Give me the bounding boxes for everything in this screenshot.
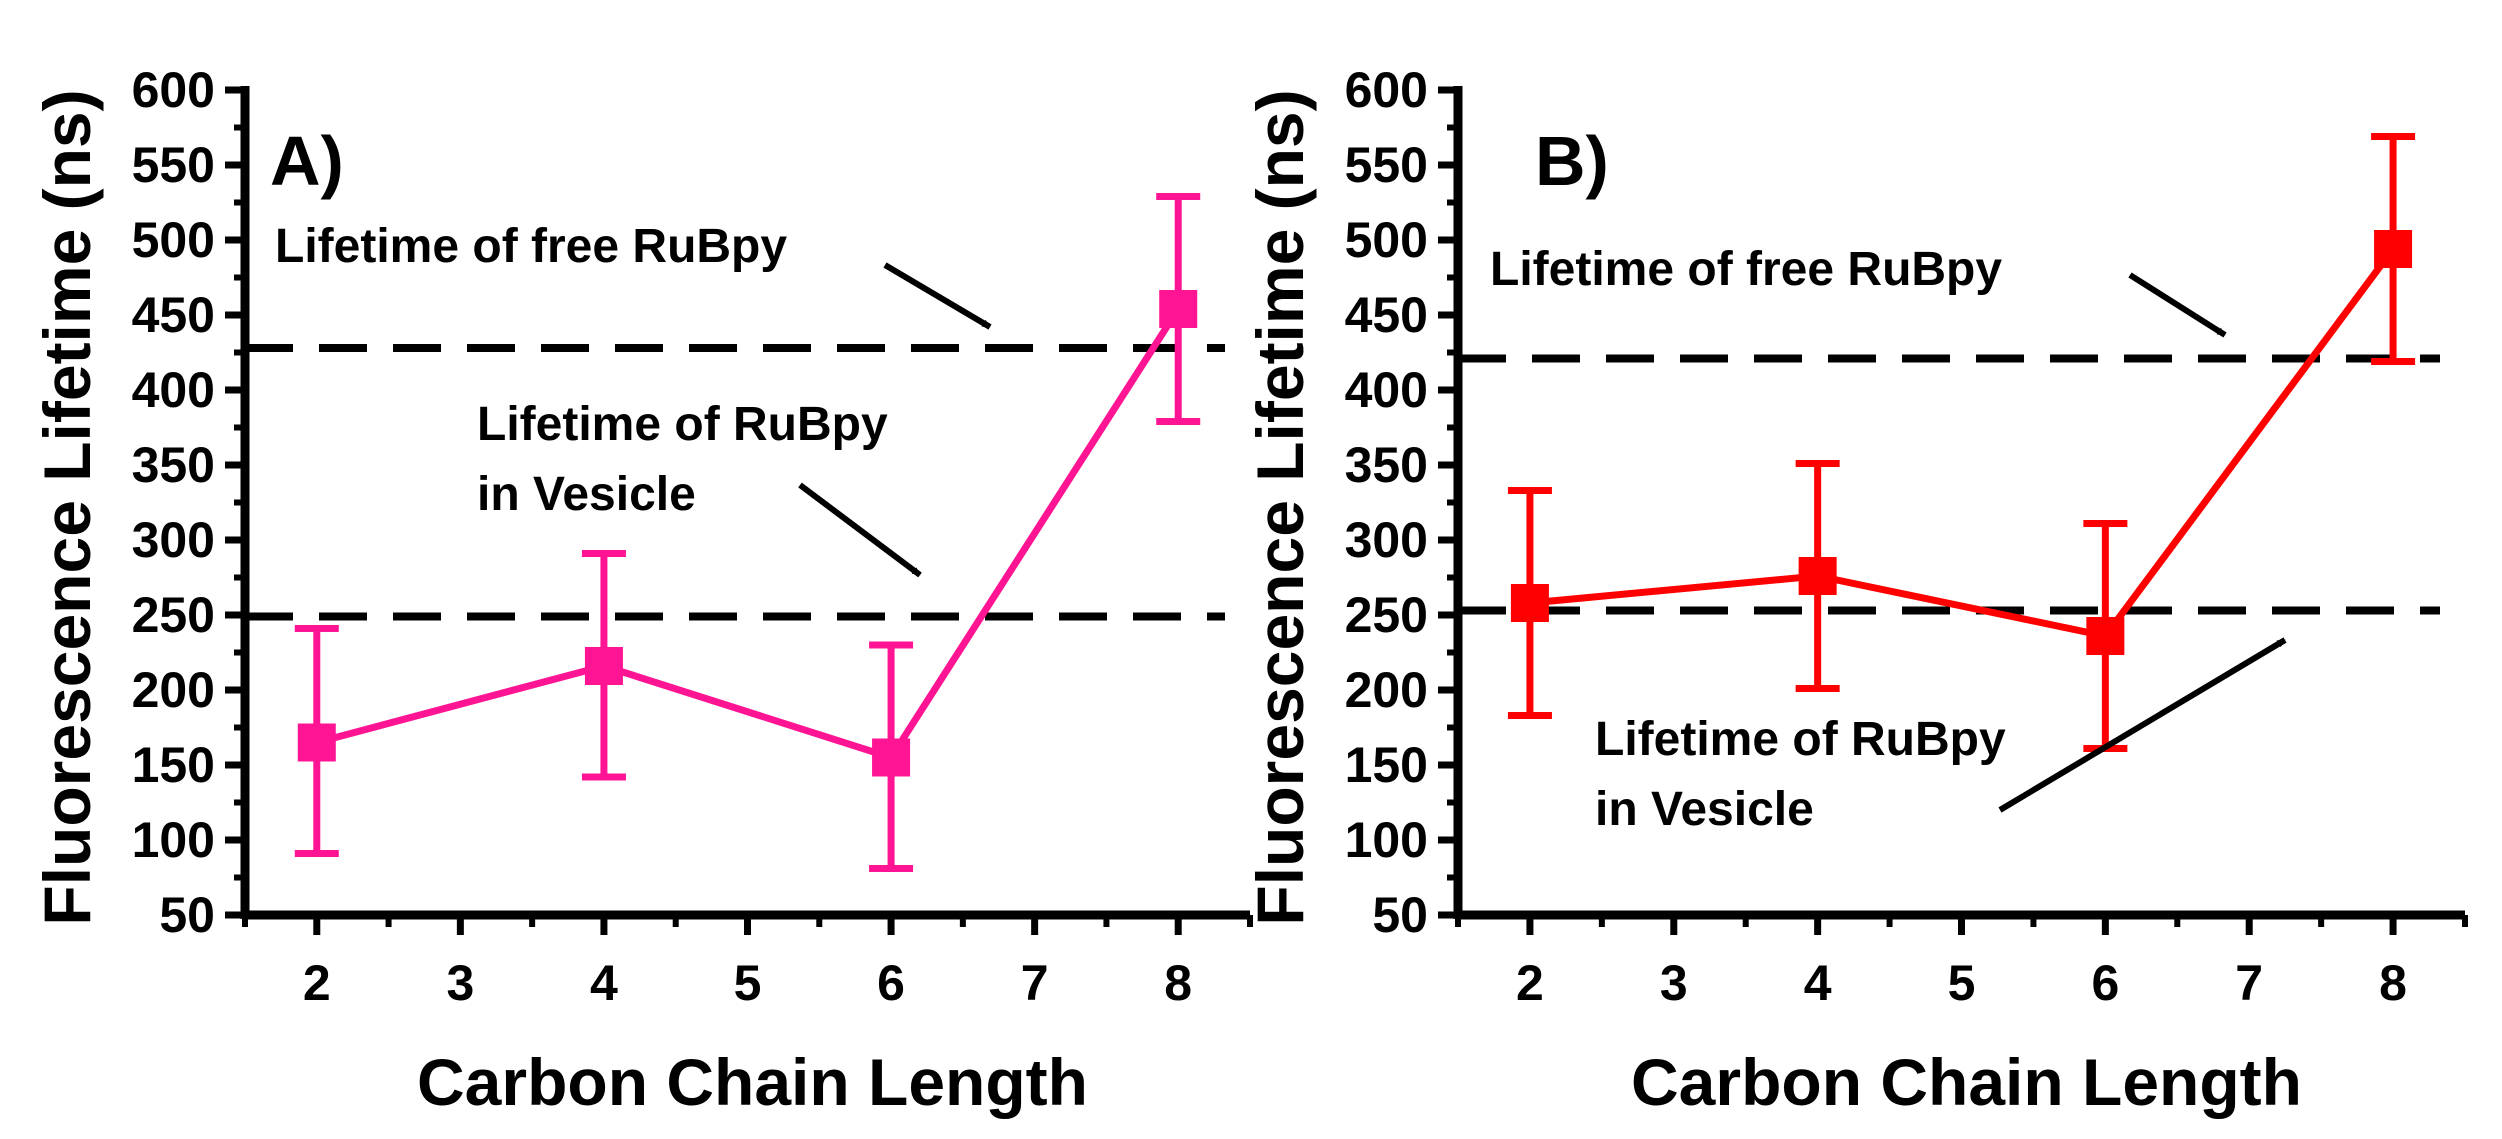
y-tick-label: 150: [132, 737, 215, 793]
data-point: [872, 738, 911, 777]
y-tick-label: 200: [1345, 662, 1428, 718]
x-tick-label: 3: [446, 955, 474, 1011]
annotation-text: Lifetime of free RuBpy: [275, 220, 787, 273]
annotation-text: Lifetime of free RuBpy: [1490, 243, 2002, 296]
annotation-text: Lifetime of RuBpy in Vesicle: [477, 398, 888, 521]
y-tick-label: 50: [159, 887, 215, 943]
series-line: [315, 307, 1182, 762]
x-axis-title: Carbon Chain Length: [417, 1045, 1088, 1119]
annotation-arrow: [2128, 272, 2227, 338]
annotation-arrow: [883, 262, 992, 330]
y-axis-title: Fluorescence Lifetime (ns): [30, 89, 104, 925]
data-point: [1798, 557, 1837, 595]
y-tick-label: 100: [1345, 812, 1428, 868]
x-tick-label: 2: [1516, 955, 1544, 1011]
y-tick-label: 300: [132, 512, 215, 568]
y-tick-label: 600: [132, 62, 215, 118]
x-tick-label: 8: [2379, 955, 2407, 1011]
y-tick-label: 450: [132, 287, 215, 343]
x-tick-label: 6: [2091, 955, 2119, 1011]
y-tick-label: 250: [1345, 587, 1428, 643]
y-tick-label: 400: [1345, 362, 1428, 418]
annotation-line: in Vesicle: [1595, 783, 1814, 836]
y-tick-label: 500: [132, 212, 215, 268]
y-tick-label: 400: [132, 362, 215, 418]
x-tick-label: 8: [1164, 955, 1192, 1011]
x-tick-label: 5: [1948, 955, 1976, 1011]
data-point: [1159, 290, 1198, 328]
x-tick-label: 4: [590, 955, 618, 1011]
y-tick-label: 350: [132, 437, 215, 493]
y-tick-label: 350: [1345, 437, 1428, 493]
annotation-line: Lifetime of free RuBpy: [275, 220, 787, 273]
y-tick-label: 200: [132, 662, 215, 718]
data-point: [2086, 617, 2125, 655]
y-tick-label: 100: [132, 812, 215, 868]
x-tick-label: 5: [734, 955, 762, 1011]
panel-label: A): [270, 122, 344, 200]
y-tick-label: 600: [1345, 62, 1428, 118]
x-tick-label: 7: [2235, 955, 2263, 1011]
x-tick-label: 7: [1021, 955, 1049, 1011]
y-tick-label: 450: [1345, 287, 1428, 343]
chart-panel-a: 50 100 150 200 250 300 350 400 450 500 550 600 2 3 4 5 6…: [30, 62, 1253, 1119]
x-tick-label: 3: [1660, 955, 1688, 1011]
annotation-arrow: [798, 482, 922, 578]
annotation-line: Lifetime of RuBpy: [1595, 713, 2006, 766]
annotation-line: Lifetime of free RuBpy: [1490, 243, 2002, 296]
data-point: [297, 723, 336, 762]
y-tick-label: 500: [1345, 212, 1428, 268]
y-tick-label: 250: [132, 587, 215, 643]
annotation-text: Lifetime of RuBpy in Vesicle: [1595, 713, 2006, 836]
data-point: [584, 647, 623, 685]
chart-panel-b: 50 100 150 200 250 300 350 400 450 500 550 600 2 3 4 5 6…: [1243, 62, 2468, 1119]
data-point: [2374, 230, 2413, 268]
y-tick-label: 150: [1345, 737, 1428, 793]
panel-label: B): [1535, 122, 1609, 200]
x-tick-label: 6: [877, 955, 905, 1011]
x-axis-title: Carbon Chain Length: [1631, 1045, 2302, 1119]
y-tick-label: 50: [1372, 887, 1428, 943]
data-point: [1510, 584, 1549, 622]
annotation-line: Lifetime of RuBpy: [477, 398, 888, 451]
y-tick-label: 550: [132, 137, 215, 193]
annotation-line: in Vesicle: [477, 468, 696, 521]
y-axis-title: Fluorescence Lifetime (ns): [1243, 89, 1317, 925]
y-tick-label: 300: [1345, 512, 1428, 568]
x-tick-label: 2: [303, 955, 331, 1011]
series-line: [1529, 246, 2396, 640]
annotation-arrow: [1998, 637, 2287, 813]
y-tick-label: 550: [1345, 137, 1428, 193]
x-tick-label: 4: [1804, 955, 1832, 1011]
